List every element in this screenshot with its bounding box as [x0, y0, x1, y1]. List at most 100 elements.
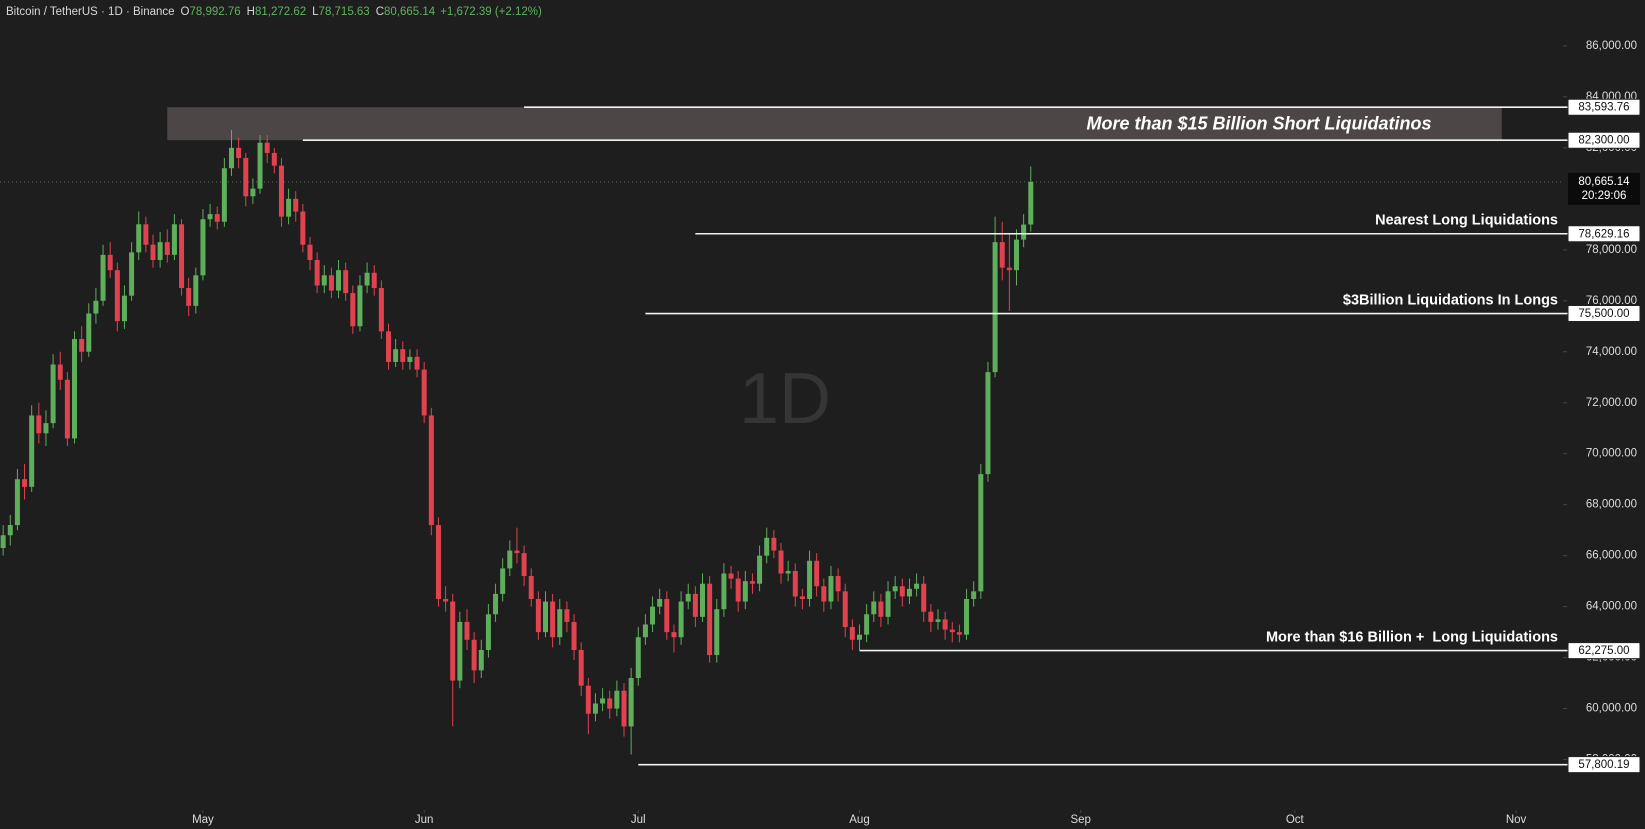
- candle-body: [614, 690, 620, 709]
- candle-body: [749, 581, 755, 584]
- candle-body: [1028, 181, 1034, 225]
- candle-body: [600, 698, 606, 704]
- candle-body: [999, 242, 1005, 268]
- ohlc-value: 81,272.62: [254, 6, 307, 18]
- ohlc-value: 80,665.14: [384, 6, 436, 18]
- candle-body: [528, 576, 534, 599]
- y-tick-label: 64,000.00: [1586, 601, 1637, 613]
- candle-body: [321, 275, 327, 286]
- candle-body: [64, 379, 70, 439]
- candle-body: [856, 634, 862, 640]
- candle-body: [464, 621, 470, 640]
- ohlc-prefix: L: [312, 6, 319, 18]
- y-tick-label: 86,000.00: [1586, 40, 1637, 52]
- candle-body: [207, 214, 213, 220]
- level-note: $3Billion Liquidations In Longs: [1343, 292, 1558, 308]
- candle-body: [93, 300, 99, 314]
- zone-label: More than $15 Billion Short Liquidatinos: [1086, 113, 1431, 133]
- candle-body: [471, 639, 477, 671]
- candle-body: [592, 703, 598, 714]
- countdown: 20:29:06: [1582, 190, 1627, 202]
- candle-body: [485, 614, 491, 650]
- candle-body: [121, 295, 127, 322]
- candle-body: [949, 629, 955, 633]
- candle-body: [849, 627, 855, 640]
- candle-body: [286, 198, 292, 217]
- candle-body: [878, 601, 884, 617]
- candle-body: [143, 224, 149, 245]
- ohlc-prefix: C: [375, 6, 385, 18]
- candle-body: [635, 637, 641, 679]
- candle-body: [935, 619, 941, 622]
- candle-body: [443, 598, 449, 602]
- candle-body: [535, 598, 541, 633]
- level-tag: [1567, 131, 1641, 149]
- candle-body: [428, 415, 434, 526]
- x-tick-label: Oct: [1286, 814, 1305, 826]
- candle-body: [906, 588, 912, 597]
- candle-body: [307, 244, 313, 260]
- candle-body: [393, 349, 399, 362]
- candle-body: [921, 583, 927, 612]
- candle-body: [150, 244, 156, 260]
- candle-body: [971, 591, 977, 599]
- candle-body: [350, 293, 356, 327]
- candle-body: [871, 601, 877, 615]
- candle-body: [500, 568, 506, 594]
- candle-body: [771, 537, 777, 551]
- candle-body: [764, 537, 770, 556]
- candle-body: [778, 550, 784, 574]
- candle-body: [214, 214, 220, 222]
- candle-body: [978, 474, 984, 592]
- level-tag: [1567, 225, 1641, 243]
- candle-body: [664, 598, 670, 633]
- candle-body: [357, 285, 363, 327]
- candle-body: [478, 649, 484, 671]
- candle-body: [714, 609, 720, 656]
- candle-body: [799, 596, 805, 599]
- level-tag: [1567, 756, 1641, 774]
- candle-body: [414, 356, 420, 370]
- candle-body: [386, 331, 392, 362]
- candle-body: [364, 272, 370, 286]
- level-tag-label: 78,629.16: [1578, 228, 1629, 240]
- candle-body: [179, 224, 185, 289]
- candle-body: [621, 690, 627, 727]
- candle-body: [892, 586, 898, 592]
- candle-body: [50, 364, 56, 424]
- y-tick-label: 70,000.00: [1586, 448, 1637, 460]
- candle-body: [821, 586, 827, 602]
- candle-body: [642, 624, 648, 638]
- candle-body: [57, 364, 63, 380]
- candle-body: [164, 242, 170, 255]
- x-tick-label: Aug: [849, 814, 869, 826]
- candle-body: [22, 479, 28, 487]
- change: +1,672.39 (+2.12%): [440, 6, 542, 18]
- candle-body: [885, 591, 891, 617]
- candle-body: [229, 147, 235, 169]
- candle-body: [43, 423, 49, 434]
- candle-body: [300, 211, 306, 245]
- candle-body: [0, 535, 6, 549]
- candle-body: [985, 372, 991, 475]
- candle-body: [407, 356, 413, 362]
- candle-body: [721, 573, 727, 610]
- candle-body: [221, 168, 227, 222]
- x-tick-label: Jul: [631, 814, 646, 826]
- candle-body: [914, 583, 920, 589]
- candle-body: [657, 598, 663, 607]
- candle-body: [136, 224, 142, 253]
- x-tick-label: Nov: [1506, 814, 1527, 826]
- candle-body: [735, 578, 741, 602]
- last-price-tag: [1568, 172, 1640, 205]
- candle-body: [757, 555, 763, 584]
- candle-body: [271, 152, 277, 166]
- level-note: Nearest Long Liquidations: [1375, 213, 1558, 229]
- candle-body: [450, 601, 456, 681]
- candle-body: [671, 632, 677, 638]
- candle-body: [86, 313, 92, 352]
- candle-body: [564, 609, 570, 622]
- candle-body: [343, 270, 349, 294]
- candle-body: [650, 606, 656, 625]
